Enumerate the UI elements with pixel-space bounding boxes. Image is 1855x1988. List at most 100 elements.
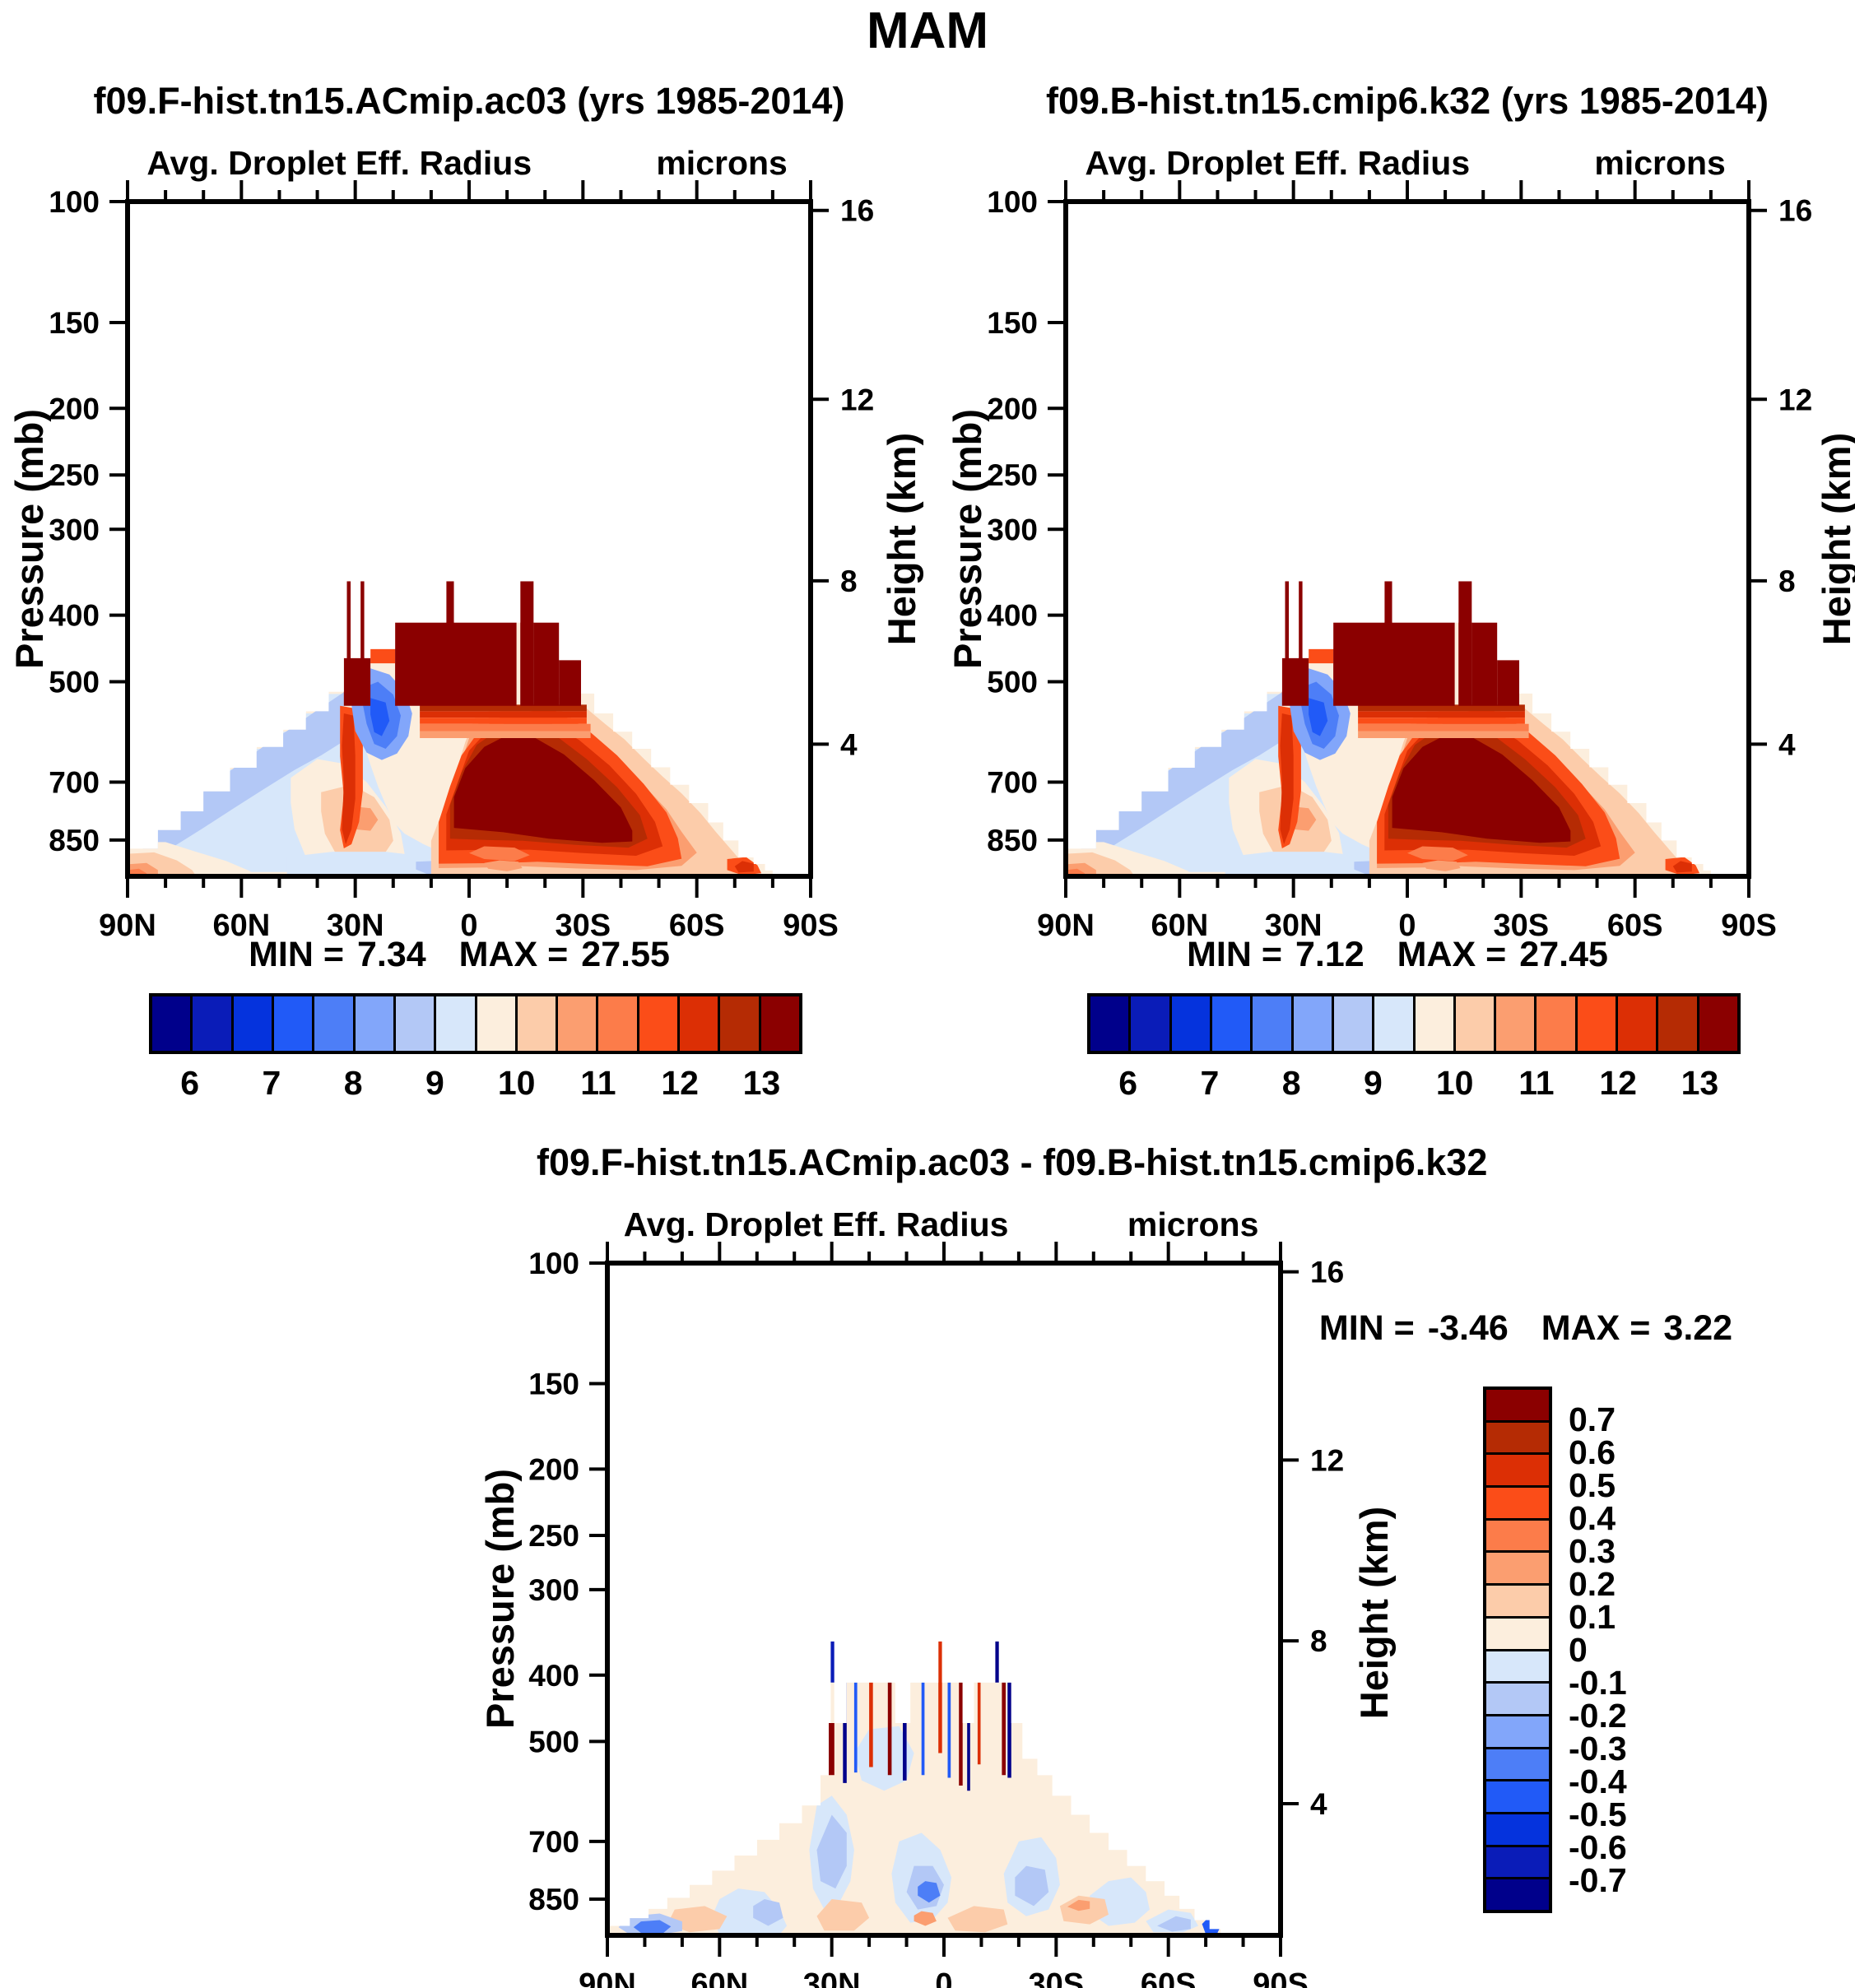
latitude-tick-label: 60S xyxy=(669,908,725,943)
contour-region xyxy=(484,860,523,871)
colorbar-cell xyxy=(233,996,274,1051)
contour-region xyxy=(1067,1899,1090,1911)
colorbar-cell xyxy=(680,996,721,1051)
panel-2-units-label: microns xyxy=(1127,1205,1259,1243)
height-axis-title-bottom: Height (km) xyxy=(1352,1506,1396,1720)
pressure-tick-label: 500 xyxy=(528,1725,579,1758)
panel-1-variable-label: Avg. Droplet Eff. Radius xyxy=(1085,144,1471,182)
contour-region xyxy=(607,1641,1221,1935)
pressure-tick-label: 150 xyxy=(49,306,100,340)
colorbar-tick-label: 9 xyxy=(1363,1064,1383,1102)
colorbar-cell xyxy=(1486,1488,1549,1521)
pressure-tick-label: 700 xyxy=(49,765,100,799)
colorbar-cell xyxy=(1486,1520,1549,1554)
colorbar-cell xyxy=(1253,996,1294,1051)
contour-region xyxy=(995,1641,999,1683)
colorbar-cell xyxy=(1211,996,1253,1051)
min-label: MIN = xyxy=(1318,1308,1415,1348)
contour-region xyxy=(446,581,454,626)
latitude-tick-label: 90S xyxy=(1253,1967,1309,1988)
pressure-tick-label: 500 xyxy=(49,666,100,699)
colorbar-tick-label: 0.6 xyxy=(1569,1433,1616,1471)
colorbar-tick-label: -0.6 xyxy=(1569,1828,1627,1866)
contour-region xyxy=(977,1682,981,1765)
latitude-tick-label: 90S xyxy=(783,908,839,943)
contour-region xyxy=(1358,718,1525,724)
latitude-tick-label: 90N xyxy=(99,908,156,943)
colorbar-cell xyxy=(1699,996,1737,1051)
contour-region xyxy=(1202,1915,1221,1935)
height-tick-label: 12 xyxy=(840,383,874,416)
panel-2-title: f09.F-hist.tn15.ACmip.ac03 - f09.B-hist.… xyxy=(537,1141,1488,1183)
contour-region xyxy=(734,861,754,873)
colorbar-cell xyxy=(355,996,396,1051)
colorbar-cell xyxy=(1486,1716,1549,1749)
contour-region xyxy=(1333,622,1455,706)
colorbar-difference: 0.7 0.6 0.5 0.4 0.3 0.2 0.1 0 -0.1 -0.2 -0.3 -0.4 -0… xyxy=(1483,1386,1730,1962)
contour-region xyxy=(1280,713,1294,844)
colorbar-tick-label: 0.3 xyxy=(1569,1532,1616,1570)
contour-region xyxy=(420,704,587,712)
colorbar-cell xyxy=(598,996,639,1051)
height-axis-title-left: Height (km) xyxy=(880,432,923,646)
colorbar-cell xyxy=(1496,996,1537,1051)
contour-region xyxy=(903,1682,907,1781)
colorbar-cell xyxy=(1486,1618,1549,1651)
latitude-tick-label: 0 xyxy=(1398,908,1416,943)
colorbar-cell xyxy=(639,996,681,1051)
colorbar-cell xyxy=(1486,1553,1549,1586)
panel-2-variable-label: Avg. Droplet Eff. Radius xyxy=(623,1205,1009,1243)
colorbar-cell xyxy=(1486,1879,1549,1910)
colorbar-cell xyxy=(1486,1749,1549,1782)
colorbar-cell xyxy=(1486,1781,1549,1814)
colorbar-cell xyxy=(1486,1422,1549,1456)
contour-region xyxy=(469,846,530,862)
pressure-tick-label: 850 xyxy=(49,824,100,857)
colorbar-tick-label: 8 xyxy=(1281,1064,1301,1102)
contour-region xyxy=(633,1920,672,1933)
contour-region xyxy=(1384,581,1392,626)
colorbar-cell xyxy=(1486,1684,1549,1716)
latitude-tick-label: 0 xyxy=(460,908,477,943)
latitude-tick-label: 30S xyxy=(556,908,611,943)
colorbar-cell xyxy=(1486,1455,1549,1489)
colorbar-tick-label: 13 xyxy=(1681,1064,1719,1102)
colorbar-tick-label: 7 xyxy=(1200,1064,1220,1102)
contour-region xyxy=(142,692,344,864)
pressure-tick-label: 400 xyxy=(49,599,100,633)
panel-0-title: f09.F-hist.tn15.ACmip.ac03 (yrs 1985-201… xyxy=(93,80,845,122)
contour-region xyxy=(816,1899,870,1931)
pressure-tick-label: 300 xyxy=(987,513,1038,546)
latitude-tick-label: 30N xyxy=(327,908,384,943)
contour-region xyxy=(843,1682,847,1783)
contour-region xyxy=(520,581,534,706)
colorbar-cell xyxy=(1537,996,1578,1051)
contour-region xyxy=(1358,731,1529,738)
contour-region xyxy=(1358,723,1529,732)
colorbar-cell xyxy=(477,996,518,1051)
contour-plot-difference: 100 150 200 250 300 400 500 700 850 90N 60N 30N 0 30S… xyxy=(528,1242,1344,1988)
contour-plot-model-2: 100 150 200 250 300 400 500 700 850 90N 60N 30N 0 30S… xyxy=(987,180,1812,943)
colorbar-model-2: 6 7 8 9 10 11 12 13 xyxy=(1066,993,1749,1133)
contour-region xyxy=(753,1899,783,1926)
max-label: MAX = xyxy=(1397,935,1507,974)
colorbar-cell xyxy=(314,996,356,1051)
panel-1-title: f09.B-hist.tn15.cmip6.k32 (yrs 1985-2014… xyxy=(1046,80,1769,122)
pressure-axis-title-right: Pressure (mb) xyxy=(946,408,989,670)
contour-region xyxy=(533,622,560,706)
contour-region xyxy=(1299,581,1303,664)
contour-region xyxy=(1471,622,1498,706)
contour-region xyxy=(1309,648,1334,664)
height-tick-label: 12 xyxy=(1310,1443,1344,1477)
colorbar-cell xyxy=(1577,996,1619,1051)
height-tick-label: 8 xyxy=(840,564,858,598)
colorbar-cell xyxy=(193,996,234,1051)
colorbar-cell xyxy=(517,996,559,1051)
contour-region xyxy=(1281,657,1309,706)
contour-region xyxy=(967,1682,970,1791)
pressure-axis-title-bottom: Pressure (mb) xyxy=(478,1468,522,1730)
height-tick-label: 8 xyxy=(1778,564,1796,598)
height-tick-label: 4 xyxy=(1778,727,1796,761)
colorbar-tick-label: 11 xyxy=(580,1064,616,1102)
colorbar-tick-label: 13 xyxy=(742,1064,781,1102)
